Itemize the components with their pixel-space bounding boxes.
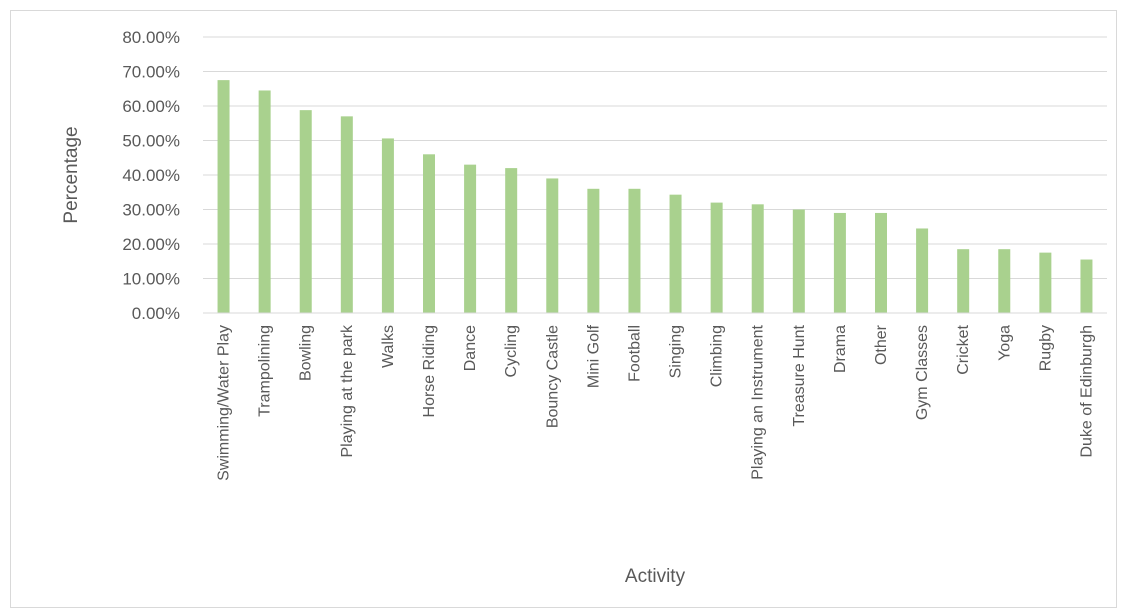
y-axis-tick-labels: 0.00% 10.00% 20.00% 30.00% 40.00% 50.00% 60.00… [122, 28, 180, 323]
x-axis-title: Activity [625, 566, 686, 587]
bar [464, 164, 477, 313]
x-category-label: Singing [668, 325, 685, 378]
y-tick-label: 0.00% [132, 304, 180, 323]
y-tick-label: 20.00% [122, 235, 180, 254]
bar [875, 212, 887, 313]
x-category-label: Duke of Edinburgh [1078, 325, 1095, 458]
x-category-label: Bouncy Castle [544, 325, 561, 428]
y-tick-label: 40.00% [122, 166, 180, 185]
bar [258, 90, 271, 313]
bar [1080, 259, 1093, 313]
bar [669, 194, 682, 313]
chart-frame [10, 10, 1117, 608]
bar [423, 154, 435, 313]
x-category-label: Yoga [996, 325, 1013, 361]
x-category-label: Rugby [1037, 325, 1054, 371]
x-category-label: Playing an Instrument [750, 324, 767, 479]
x-category-label: Football [626, 325, 643, 382]
bar [1039, 252, 1052, 313]
bar [505, 168, 518, 313]
bar [792, 209, 805, 313]
y-tick-label: 60.00% [122, 97, 180, 116]
y-tick-label: 30.00% [122, 201, 180, 220]
bar [546, 178, 559, 313]
y-tick-label: 50.00% [122, 132, 180, 151]
x-category-label: Trampolining [257, 325, 274, 417]
x-category-label: Cricket [955, 324, 972, 374]
x-category-label: Other [873, 324, 890, 365]
x-category-label: Bowling [298, 325, 315, 381]
bar [628, 188, 641, 313]
bar [340, 116, 353, 313]
x-category-label: Swimming/Water Play [216, 325, 233, 481]
y-tick-label: 80.00% [122, 28, 180, 47]
bar [916, 228, 929, 313]
bar [587, 188, 600, 313]
x-category-label: Climbing [709, 325, 726, 387]
x-category-label: Dance [462, 325, 479, 371]
bar [957, 249, 970, 313]
x-category-label: Cycling [503, 325, 520, 377]
bar [217, 80, 230, 313]
bar [833, 212, 846, 313]
bar [299, 110, 312, 313]
y-tick-label: 70.00% [122, 63, 180, 82]
bars [217, 80, 1093, 313]
x-category-label: Gym Classes [914, 325, 931, 420]
x-axis-category-labels: Swimming/Water Play Trampolining Bowling Pl… [216, 324, 1096, 481]
y-tick-label: 10.00% [122, 270, 180, 289]
x-category-label: Treasure Hunt [791, 324, 808, 426]
x-category-label: Drama [832, 325, 849, 373]
y-axis-title: Percentage [61, 126, 82, 223]
gridlines [203, 36, 1107, 279]
bar [381, 138, 394, 313]
bar [998, 249, 1011, 313]
x-category-label: Mini Golf [585, 324, 602, 388]
x-category-label: Horse Riding [421, 325, 438, 417]
bar [710, 202, 723, 313]
bar [751, 204, 764, 313]
x-category-label: Walks [380, 325, 397, 368]
x-category-label: Playing at the park [339, 324, 356, 458]
